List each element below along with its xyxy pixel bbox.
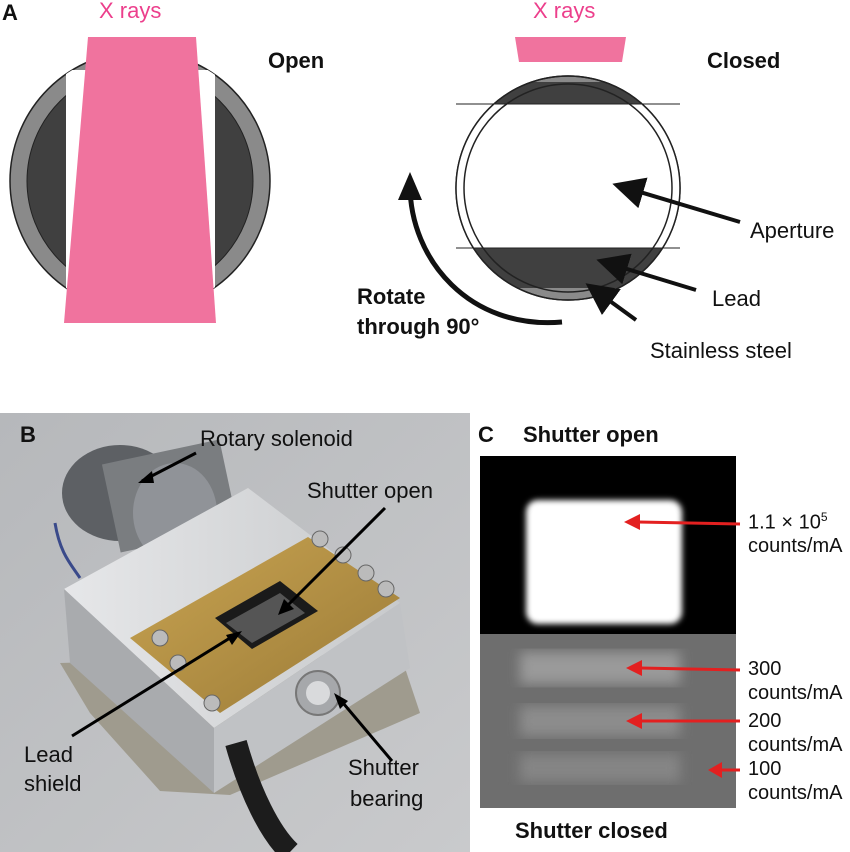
steel-arrow — [585, 283, 638, 322]
lead-shield-label-line1: Lead — [24, 742, 73, 767]
closed-label: Closed — [707, 48, 781, 73]
xray-beam-closed — [515, 37, 626, 62]
panel-c-letter: C — [478, 422, 494, 447]
aperture-label: Aperture — [750, 218, 835, 243]
bearing-arrow — [336, 696, 394, 762]
aperture-arrow — [612, 177, 741, 224]
value2-unit: counts/mA — [748, 682, 843, 704]
lead-shield-arrow — [71, 631, 239, 738]
rotary-solenoid-label: Rotary solenoid — [200, 426, 353, 451]
value1-mantissa: 1.1 × 10 — [748, 511, 821, 534]
xray-images — [480, 456, 736, 808]
xray-beam-open — [64, 37, 216, 323]
lead-label: Lead — [712, 286, 761, 311]
panel-a-letter: A — [2, 0, 18, 25]
shutter-open-title: Shutter open — [523, 422, 659, 447]
shutter-bearing-label-line2: bearing — [350, 786, 424, 811]
rotate-arrow — [407, 184, 563, 326]
panel-b-letter: B — [20, 422, 36, 447]
rotate-label-line2: through 90° — [357, 314, 480, 339]
shutter-open-arrow — [280, 506, 387, 613]
panel-a-diagram — [9, 37, 741, 326]
shutter-closed-title: Shutter closed — [515, 818, 668, 843]
rotate-label-line1: Rotate — [357, 284, 426, 309]
shutter-photo — [0, 413, 470, 852]
value3-number: 200 — [748, 710, 782, 732]
rotate-arrow-head — [398, 172, 422, 200]
value1-number: 1.1 × 105 — [748, 510, 828, 535]
value1-unit: counts/mA — [748, 535, 843, 557]
closed-faint-band-1 — [520, 652, 680, 684]
xrays-label-left: X rays — [99, 0, 162, 23]
value1-exponent: 5 — [820, 510, 828, 524]
lead-shield-label-line2: shield — [24, 771, 82, 796]
xrays-label-right: X rays — [533, 0, 596, 23]
lead-arrow — [596, 253, 697, 292]
open-bright-region — [526, 500, 682, 624]
open-label: Open — [268, 48, 325, 73]
shutter-bearing-label-line1: Shutter — [348, 755, 419, 780]
shutter-open-label: Shutter open — [307, 478, 433, 503]
value3-unit: counts/mA — [748, 734, 843, 756]
value4-number: 100 — [748, 758, 782, 780]
closed-shutter-drawing — [455, 37, 681, 301]
value2-number: 300 — [748, 658, 782, 680]
closed-faint-band-2 — [520, 706, 680, 736]
stainless-steel-label: Stainless steel — [650, 338, 792, 363]
value4-unit: counts/mA — [748, 782, 843, 804]
closed-faint-band-3 — [520, 754, 680, 782]
open-shutter-drawing — [9, 37, 271, 323]
